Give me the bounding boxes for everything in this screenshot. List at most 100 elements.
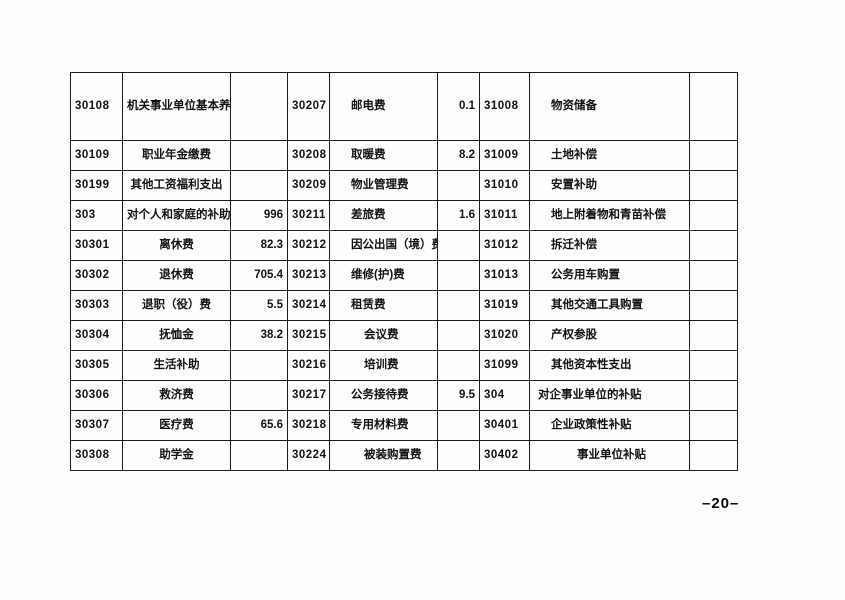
name-cell: 离休费 xyxy=(122,230,231,261)
amount-cell xyxy=(689,72,738,141)
code-cell: 31012 xyxy=(479,230,530,261)
name-cell: 助学金 xyxy=(122,440,231,471)
code-cell: 30401 xyxy=(479,410,530,441)
code-cell: 31019 xyxy=(479,290,530,321)
amount-cell xyxy=(437,410,480,441)
name-cell: 退休费 xyxy=(122,260,231,291)
name-cell: 其他资本性支出 xyxy=(529,350,690,381)
name-cell: 机关事业单位基本养老保险缴费 xyxy=(122,72,231,141)
name-cell: 租赁费 xyxy=(329,290,438,321)
amount-cell: 996 xyxy=(230,200,288,231)
amount-cell: 9.5 xyxy=(437,380,480,411)
amount-cell xyxy=(437,350,480,381)
name-cell: 其他工资福利支出 xyxy=(122,170,231,201)
code-cell: 31020 xyxy=(479,320,530,351)
code-cell: 30307 xyxy=(70,410,123,441)
table-row: 30308 助学金 30224 被装购置费 30402 事业单位补贴 xyxy=(70,440,738,471)
amount-cell xyxy=(689,410,738,441)
code-cell: 30304 xyxy=(70,320,123,351)
name-cell: 公务接待费 xyxy=(329,380,438,411)
name-cell: 差旅费 xyxy=(329,200,438,231)
code-cell: 31009 xyxy=(479,140,530,171)
amount-cell xyxy=(689,350,738,381)
name-cell: 救济费 xyxy=(122,380,231,411)
amount-cell xyxy=(689,320,738,351)
code-cell: 30108 xyxy=(70,72,123,141)
table-row: 30307 医疗费 65.6 30218 专用材料费 30401 企业政策性补贴 xyxy=(70,410,738,441)
code-cell: 31013 xyxy=(479,260,530,291)
amount-cell xyxy=(689,380,738,411)
table-row: 30199 其他工资福利支出 30209 物业管理费 31010 安置补助 xyxy=(70,170,738,201)
code-cell: 30209 xyxy=(287,170,330,201)
amount-cell xyxy=(230,72,288,141)
amount-cell xyxy=(230,440,288,471)
name-cell: 因公出国（境）费用 xyxy=(329,230,438,261)
table-row: 30109 职业年金缴费 30208 取暖费 8.2 31009 土地补偿 xyxy=(70,140,738,171)
amount-cell: 65.6 xyxy=(230,410,288,441)
code-cell: 30208 xyxy=(287,140,330,171)
amount-cell: 5.5 xyxy=(230,290,288,321)
amount-cell: 0.1 xyxy=(437,72,480,141)
budget-classification-table: 30108机关事业单位基本养老保险缴费30207邮电费0.131008物资储备3… xyxy=(70,72,738,471)
code-cell: 31099 xyxy=(479,350,530,381)
amount-cell: 705.4 xyxy=(230,260,288,291)
code-cell: 30109 xyxy=(70,140,123,171)
name-cell: 其他交通工具购置 xyxy=(529,290,690,321)
name-cell: 物资储备 xyxy=(529,72,690,141)
name-cell: 产权参股 xyxy=(529,320,690,351)
code-cell: 30215 xyxy=(287,320,330,351)
table-row: 30305 生活补助 30216 培训费 31099 其他资本性支出 xyxy=(70,350,738,381)
amount-cell xyxy=(230,140,288,171)
name-cell: 培训费 xyxy=(329,350,438,381)
amount-cell: 8.2 xyxy=(437,140,480,171)
page-number: –20– xyxy=(702,495,740,512)
name-cell: 地上附着物和青苗补偿 xyxy=(529,200,690,231)
amount-cell: 1.6 xyxy=(437,200,480,231)
name-cell: 公务用车购置 xyxy=(529,260,690,291)
amount-cell xyxy=(689,200,738,231)
name-cell: 物业管理费 xyxy=(329,170,438,201)
code-cell: 30308 xyxy=(70,440,123,471)
name-cell: 医疗费 xyxy=(122,410,231,441)
code-cell: 30305 xyxy=(70,350,123,381)
amount-cell xyxy=(230,350,288,381)
code-cell: 30211 xyxy=(287,200,330,231)
code-cell: 30217 xyxy=(287,380,330,411)
table-body: 30108机关事业单位基本养老保险缴费30207邮电费0.131008物资储备3… xyxy=(70,72,738,471)
name-cell: 对企事业单位的补贴 xyxy=(529,380,690,411)
name-cell: 专用材料费 xyxy=(329,410,438,441)
name-cell: 维修(护)费 xyxy=(329,260,438,291)
amount-cell xyxy=(689,260,738,291)
code-cell: 30224 xyxy=(287,440,330,471)
code-cell: 31008 xyxy=(479,72,530,141)
amount-cell xyxy=(689,170,738,201)
amount-cell xyxy=(689,440,738,471)
amount-cell xyxy=(689,140,738,171)
name-cell: 抚恤金 xyxy=(122,320,231,351)
code-cell: 30302 xyxy=(70,260,123,291)
table-row: 30303 退职（役）费 5.5 30214 租赁费 31019 其他交通工具购置 xyxy=(70,290,738,321)
amount-cell xyxy=(689,230,738,261)
table-row: 30304 抚恤金 38.2 30215 会议费 31020 产权参股 xyxy=(70,320,738,351)
code-cell: 30216 xyxy=(287,350,330,381)
code-cell: 30213 xyxy=(287,260,330,291)
name-cell: 对个人和家庭的补助 xyxy=(122,200,231,231)
name-cell: 会议费 xyxy=(329,320,438,351)
code-cell: 304 xyxy=(479,380,530,411)
code-cell: 30212 xyxy=(287,230,330,261)
name-cell: 取暖费 xyxy=(329,140,438,171)
code-cell: 30303 xyxy=(70,290,123,321)
code-cell: 30214 xyxy=(287,290,330,321)
code-cell: 303 xyxy=(70,200,123,231)
amount-cell: 38.2 xyxy=(230,320,288,351)
name-cell: 事业单位补贴 xyxy=(529,440,690,471)
amount-cell xyxy=(437,230,480,261)
name-cell: 职业年金缴费 xyxy=(122,140,231,171)
name-cell: 安置补助 xyxy=(529,170,690,201)
amount-cell: 82.3 xyxy=(230,230,288,261)
amount-cell xyxy=(437,260,480,291)
table-row: 30306 救济费 30217 公务接待费 9.5 304 对企事业单位的补贴 xyxy=(70,380,738,411)
name-cell: 被装购置费 xyxy=(329,440,438,471)
